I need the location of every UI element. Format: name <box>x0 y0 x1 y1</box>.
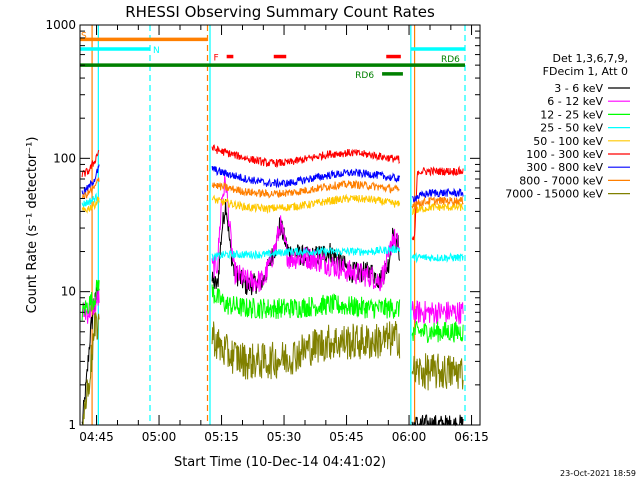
series-line-6-seg-2 <box>411 187 464 203</box>
x-tick-label-2: 05:15 <box>204 430 239 444</box>
series-line-8-seg-0 <box>82 312 100 426</box>
series-line-6-seg-0 <box>81 164 100 196</box>
legend-header-0: Det 1,3,6,7,9, <box>552 52 628 65</box>
legend-label-8: 7000 - 15000 keV <box>505 188 603 201</box>
series-line-5-seg-2 <box>411 165 464 241</box>
flag-label-7: RD6 <box>355 71 374 81</box>
series-line-7-seg-0 <box>82 177 100 199</box>
y-tick-label-1: 10 <box>61 285 76 299</box>
flag-label-1: N <box>153 46 160 56</box>
series-line-5-seg-1 <box>211 144 401 169</box>
x-axis-label: Start Time (10-Dec-14 04:41:02) <box>174 455 386 470</box>
x-tick-label-1: 05:00 <box>142 430 177 444</box>
series-line-6-seg-1 <box>211 166 401 189</box>
chart-title: RHESSI Observing Summary Count Rates <box>125 3 435 21</box>
legend-label-1: 6 - 12 keV <box>547 95 603 108</box>
y-tick-label-0: 1 <box>68 418 76 432</box>
y-tick-label-3: 1000 <box>45 18 76 32</box>
x-tick-label-0: 04:45 <box>79 430 114 444</box>
data-gap-1 <box>400 25 412 425</box>
series-line-3-seg-0 <box>81 192 100 208</box>
flag-label-3: F <box>213 54 218 64</box>
flag-label-6: RD6 <box>441 55 460 65</box>
y-axis-label: Count Rate (s⁻¹ detector⁻¹) <box>25 137 40 314</box>
series-line-5-seg-0 <box>81 150 100 178</box>
series-line-2-seg-2 <box>411 321 464 344</box>
series-line-4-seg-1 <box>211 193 401 215</box>
series-line-8-seg-1 <box>211 320 401 380</box>
legend-label-2: 12 - 25 keV <box>540 108 603 121</box>
legend-label-3: 25 - 50 keV <box>540 122 603 135</box>
x-tick-label-4: 05:45 <box>329 430 364 444</box>
series-line-0-seg-1 <box>211 199 401 296</box>
series-line-7-seg-2 <box>411 196 464 209</box>
generation-timestamp: 23-Oct-2021 18:59 <box>560 469 636 478</box>
x-tick-label-6: 06:15 <box>454 430 489 444</box>
series-line-4-seg-0 <box>81 196 100 214</box>
legend-label-7: 800 - 7000 keV <box>519 174 603 187</box>
data-gap-0 <box>100 25 212 425</box>
series-line-7-seg-1 <box>211 179 400 199</box>
series-line-3-seg-2 <box>411 252 464 264</box>
series-line-1-seg-1 <box>211 175 401 292</box>
legend: Det 1,3,6,7,9,FDecim 1, Att 0 3 - 6 keV6 … <box>505 52 630 201</box>
legend-header-1: FDecim 1, Att 0 <box>543 65 628 78</box>
series-line-0-seg-2 <box>411 414 464 427</box>
series-line-1-seg-2 <box>411 300 464 325</box>
x-tick-label-3: 05:30 <box>267 430 302 444</box>
legend-label-5: 100 - 300 keV <box>526 148 603 161</box>
series-line-2-seg-1 <box>211 284 401 319</box>
legend-label-6: 300 - 800 keV <box>526 161 603 174</box>
x-tick-label-5: 06:00 <box>392 430 427 444</box>
series-line-3-seg-1 <box>211 245 401 262</box>
y-tick-label-2: 100 <box>53 151 76 165</box>
series-line-8-seg-2 <box>411 353 464 391</box>
plot-frame <box>79 24 481 426</box>
legend-label-0: 3 - 6 keV <box>554 82 603 95</box>
flag-label-0: S <box>81 31 87 41</box>
series-line-2-seg-0 <box>81 279 100 321</box>
legend-label-4: 50 - 100 keV <box>533 135 603 148</box>
